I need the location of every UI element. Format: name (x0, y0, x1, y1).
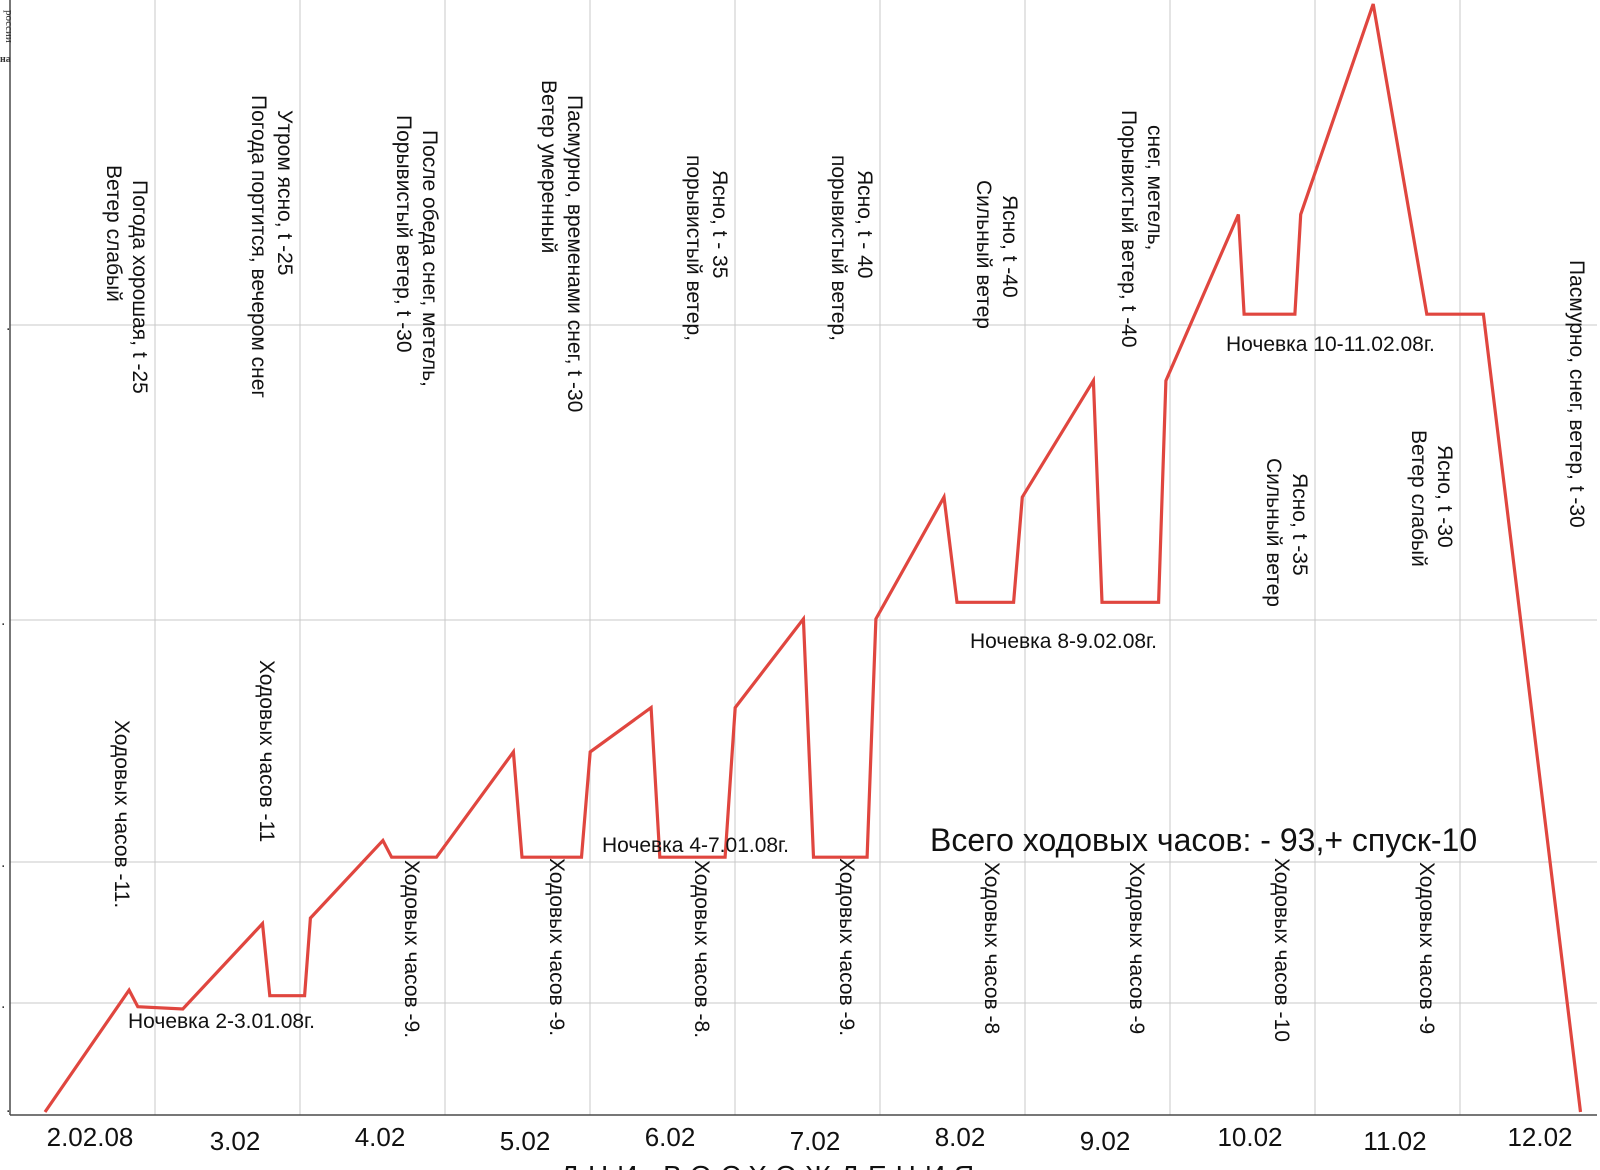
corner-stamp-line1: россии (3, 10, 15, 43)
weather-note: Ветер умеренный (537, 80, 560, 253)
x-tick-label: 6.02 (645, 1122, 696, 1152)
x-tick-label: 9.02 (1080, 1126, 1131, 1156)
x-tick-label: 8.02 (935, 1122, 986, 1152)
hours-note: Ходовых часов -11. (110, 720, 133, 908)
hours-note: Ходовых часов -11 (255, 660, 278, 842)
hours-note: Ходовых часов -9. (835, 858, 858, 1036)
y-tick-mark: . (1, 995, 5, 1012)
camp-label: Ночевка 10-11.02.08г. (1226, 333, 1435, 356)
series-line-ascent-profile (43, 3, 1583, 1113)
weather-note: порывистый ветер, (827, 155, 850, 341)
weather-note: После обеда снег, метель, (418, 130, 441, 387)
weather-note: Пасмурно, снег, ветер, t -30 (1565, 260, 1588, 528)
weather-note: Сильный ветер (972, 180, 995, 329)
camp-label: Ночевка 4-7.01.08г. (602, 834, 789, 857)
hours-note: Ходовых часов -9. (545, 858, 568, 1036)
x-tick-label: 12.02 (1507, 1122, 1572, 1152)
hours-note: Ходовых часов -10 (1270, 858, 1293, 1042)
weather-note: Ясно, t - 40 (853, 170, 876, 278)
x-tick-label: 3.02 (210, 1126, 261, 1156)
weather-note: Ясно, t -35 (1288, 473, 1311, 576)
weather-note: Пасмурно, временами снег, t -30 (563, 95, 586, 412)
weather-note: порывистый ветер, (682, 155, 705, 341)
weather-note: снег, метель, (1143, 125, 1166, 250)
hours-notes: Ходовых часов -11. Ходовых часов -11 Ходов… (110, 660, 1438, 1042)
x-axis-title: ДНИ ВОСХОЖДЕНИЯ (560, 1160, 983, 1170)
x-tick-label: 4.02 (355, 1122, 406, 1152)
y-tick-mark: . (1, 854, 5, 871)
weather-note: Ясно, t - 35 (708, 170, 731, 278)
weather-note: Порывистый ветер, t -40 (1117, 110, 1140, 348)
weather-note: Порывистый ветер, t -30 (392, 115, 415, 353)
x-tick-label: 7.02 (790, 1126, 841, 1156)
x-tick-label: 5.02 (500, 1126, 551, 1156)
hours-note: Ходовых часов -9 (1415, 862, 1438, 1034)
corner-stamp-line2: на (0, 54, 11, 65)
total-hours-annotation: Всего ходовых часов: - 93,+ спуск-10 (930, 822, 1477, 858)
x-tick-label: 11.02 (1363, 1126, 1426, 1156)
camp-label: Ночевка 2-3.01.08г. (128, 1010, 315, 1033)
weather-note: Ясно, t -30 (1433, 445, 1456, 548)
hours-note: Ходовых часов -8 (980, 862, 1003, 1034)
y-tick-mark: . (1, 612, 5, 629)
weather-note: Ветер слабый (1407, 430, 1430, 567)
weather-note: Ветер слабый (102, 165, 125, 302)
weather-note: Погода хорошая, t -25 (128, 180, 151, 394)
y-tick-mark: . (6, 1099, 10, 1116)
weather-note: Сильный ветер (1262, 458, 1285, 607)
grid: . . . . . (1, 0, 1597, 1116)
x-tick-label: 2.02.08 (47, 1122, 134, 1152)
x-tick-labels: 2.02.08 3.02 4.02 5.02 6.02 7.02 8.02 9.02 10.02… (47, 1122, 1573, 1156)
hours-note: Ходовых часов -8. (690, 860, 713, 1038)
camp-label: Ночевка 8-9.02.08г. (970, 630, 1157, 653)
hours-note: Ходовых часов -9. (400, 860, 423, 1038)
y-tick-mark: . (6, 317, 10, 334)
x-tick-label: 10.02 (1217, 1122, 1282, 1152)
weather-note: Утром ясно, t -25 (273, 110, 296, 275)
hours-note: Ходовых часов -9 (1125, 862, 1148, 1034)
weather-note: Погода портится, вечером снег (247, 95, 270, 398)
weather-note: Ясно, t -40 (998, 195, 1021, 298)
